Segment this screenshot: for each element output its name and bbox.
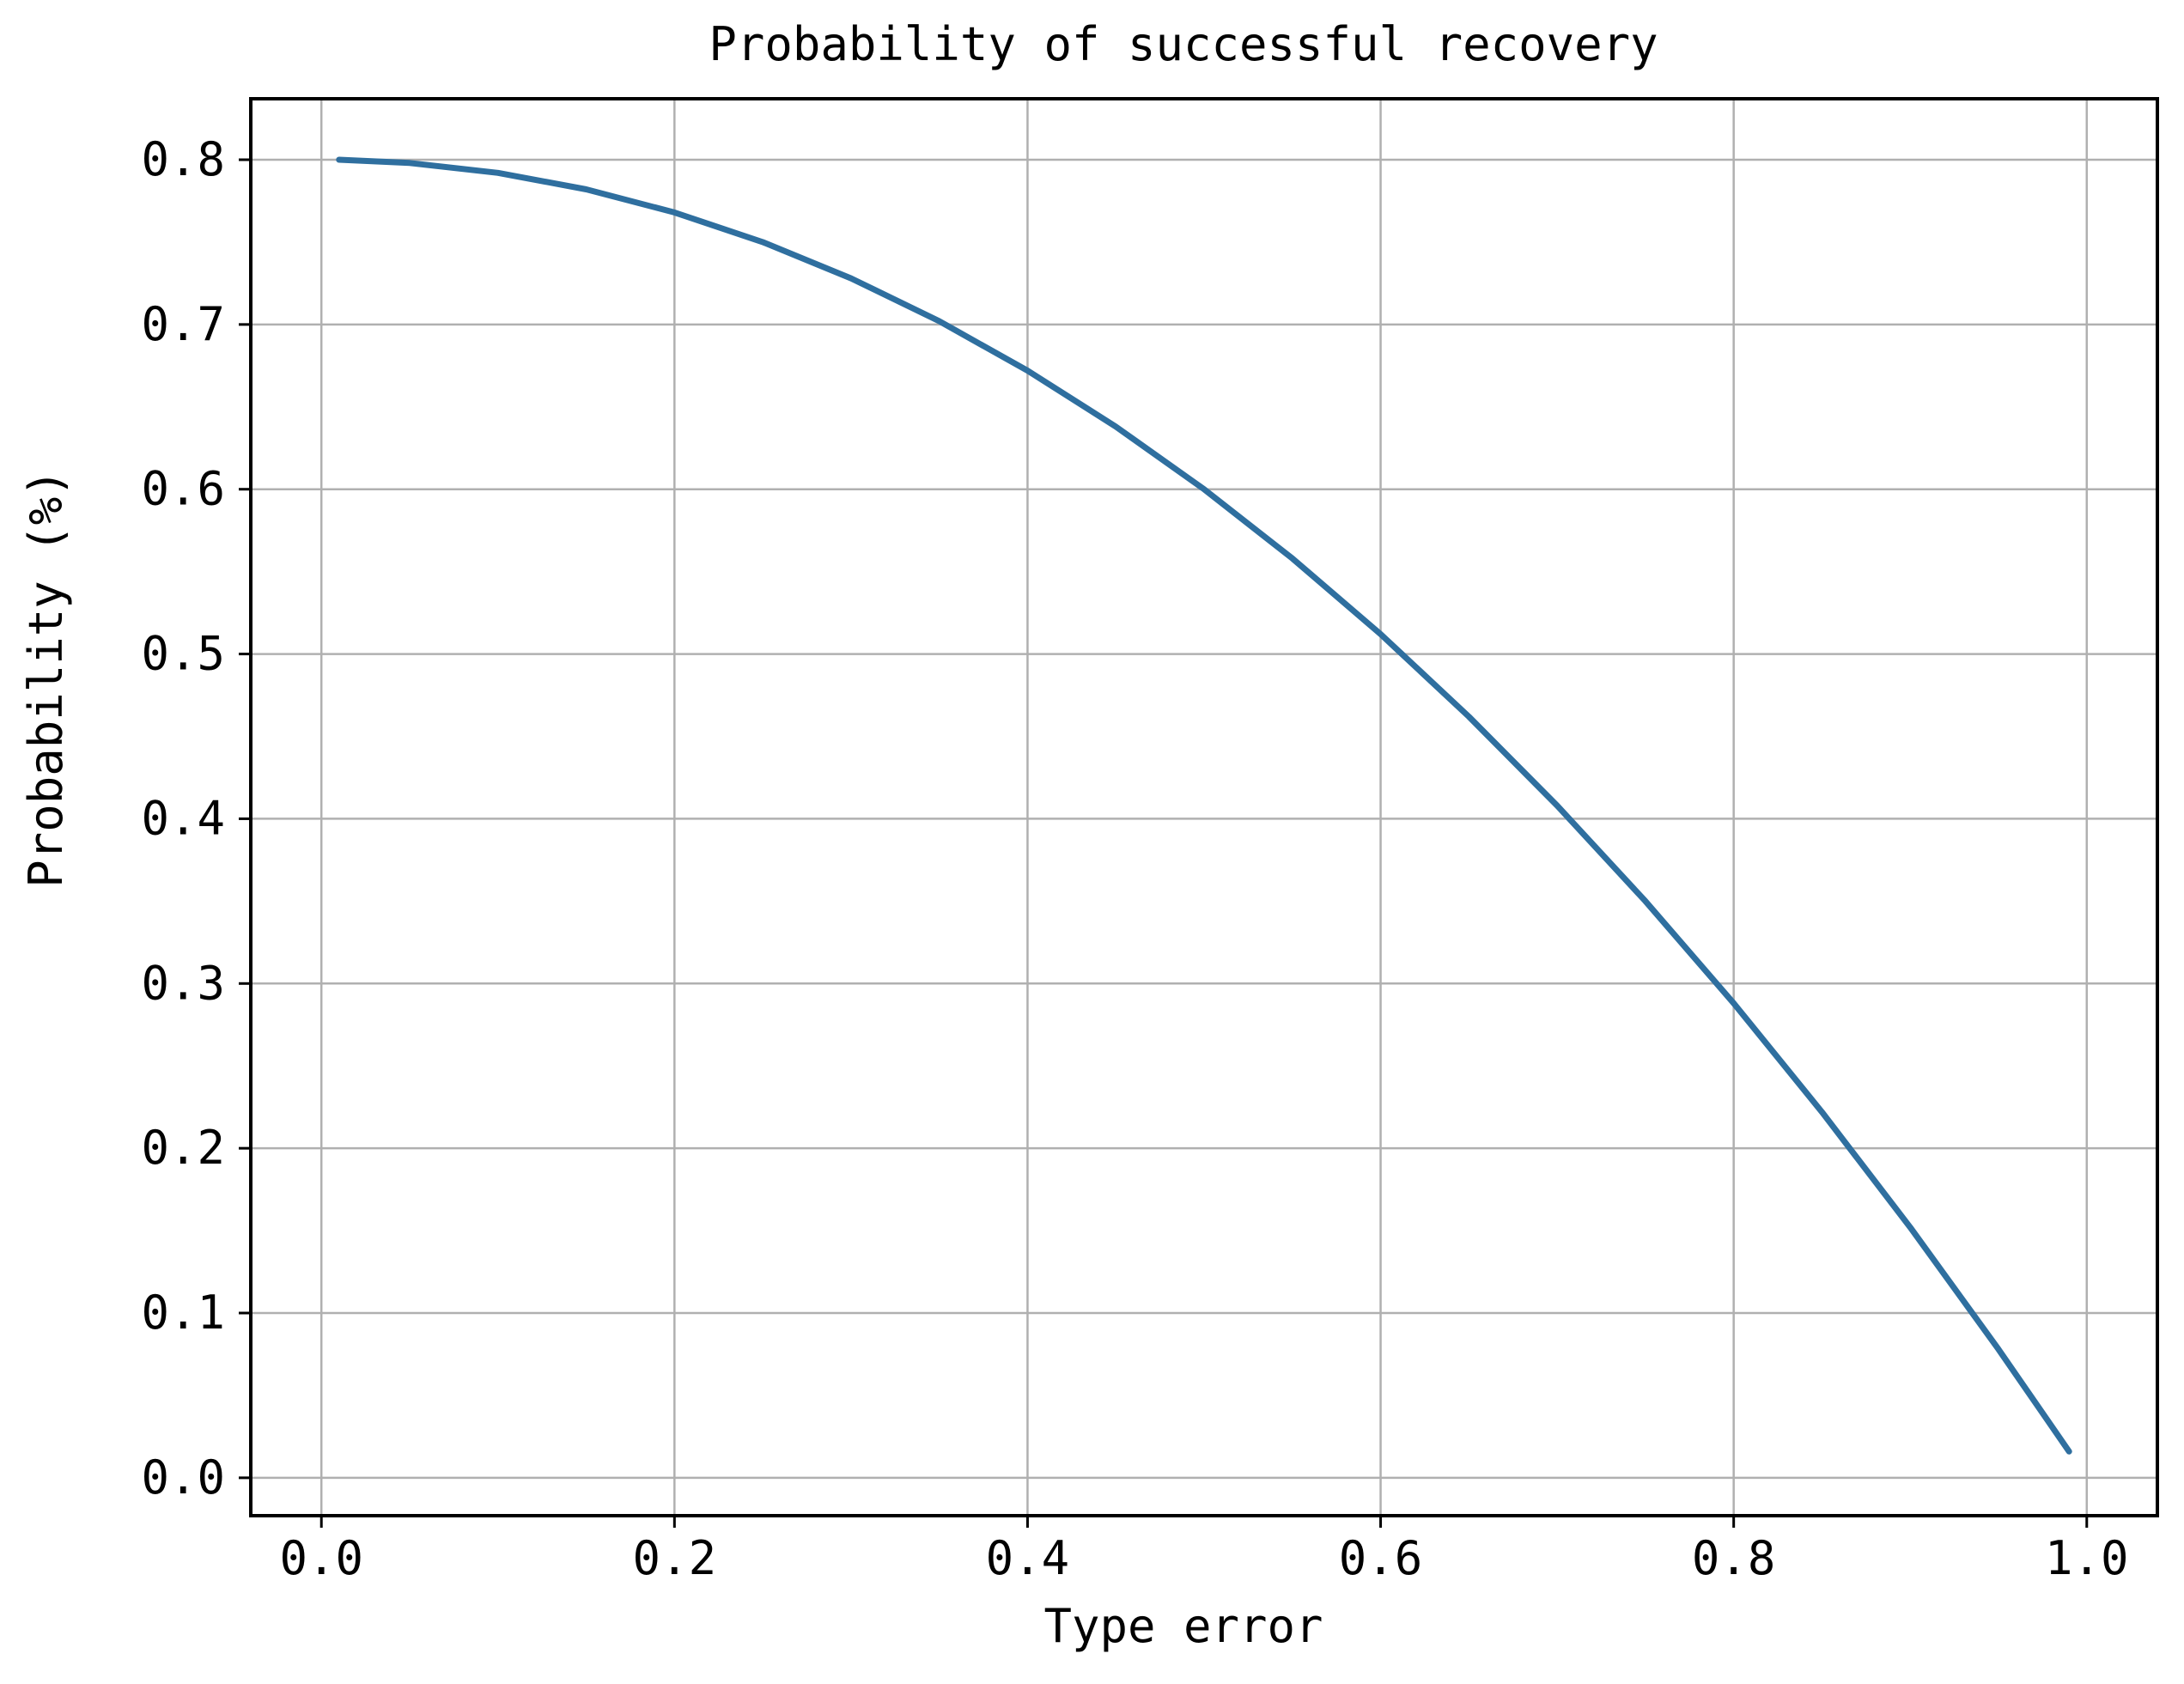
y-tick-label: 0.8 bbox=[141, 132, 225, 186]
x-tick-label: 0.8 bbox=[1692, 1531, 1776, 1585]
y-tick-label: 0.2 bbox=[141, 1121, 225, 1175]
ticks bbox=[239, 158, 2089, 1528]
plot-frame bbox=[249, 97, 2159, 1517]
y-tick-label: 0.1 bbox=[141, 1286, 225, 1340]
x-tick-label: 0.6 bbox=[1339, 1531, 1423, 1585]
y-tick-label: 0.5 bbox=[141, 627, 225, 681]
y-tick-label: 0.0 bbox=[141, 1450, 225, 1505]
series-line bbox=[336, 156, 2072, 1455]
x-tick-label: 0.4 bbox=[986, 1531, 1070, 1585]
y-tick-label: 0.4 bbox=[141, 791, 225, 845]
x-axis-label: Type error bbox=[1043, 1599, 1323, 1653]
chart-title: Probability of successful recovery bbox=[709, 17, 1658, 71]
series bbox=[336, 156, 2072, 1455]
y-axis-label: Probability (%) bbox=[19, 469, 73, 888]
x-tick-label: 0.0 bbox=[279, 1531, 363, 1585]
x-tick-label: 0.2 bbox=[633, 1531, 717, 1585]
y-tick-label: 0.3 bbox=[141, 956, 225, 1010]
x-tick-label: 1.0 bbox=[2045, 1531, 2129, 1585]
grid bbox=[251, 99, 2157, 1516]
tick-labels: 0.0 0.2 0.4 0.6 0.8 1.0 0.0 0.1 0.2 0.3 0.4 0.5 0.6 0… bbox=[141, 132, 2128, 1585]
y-tick-label: 0.6 bbox=[141, 462, 225, 516]
y-tick-label: 0.7 bbox=[141, 297, 225, 351]
